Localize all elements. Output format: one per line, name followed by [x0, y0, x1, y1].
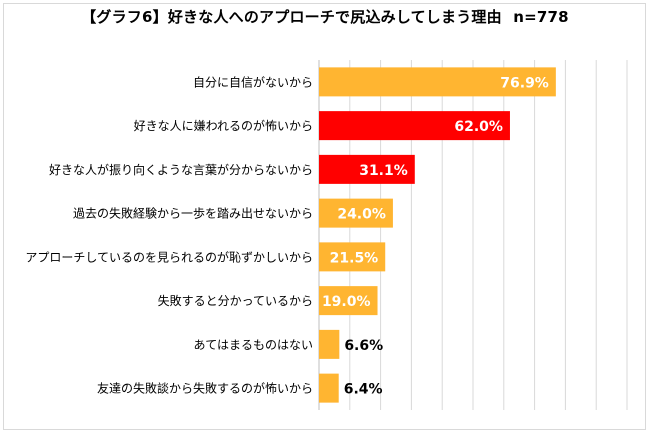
bar [319, 286, 378, 316]
bar [319, 242, 386, 272]
data-label: 21.5% [330, 250, 379, 266]
category-label: 好きな人が振り向くような言葉が分からないから [49, 162, 313, 177]
bar [319, 154, 415, 184]
bar [319, 373, 339, 403]
category-label: 友達の失敗談から失敗するのが怖いから [97, 381, 313, 396]
bar [319, 198, 393, 228]
data-label: 6.4% [344, 382, 383, 398]
bar [319, 111, 510, 141]
bar [319, 67, 556, 97]
category-label: 自分に自信がないから [193, 74, 313, 89]
data-label: 62.0% [454, 119, 503, 135]
category-label: 好きな人に嫌われるのが怖いから [134, 118, 313, 133]
data-label: 6.6% [344, 338, 383, 354]
chart-sample-size: n=778 [513, 8, 569, 26]
data-label: 24.0% [337, 207, 386, 223]
chart-title: 【グラフ6】好きな人へのアプローチで尻込みしてしまう理由 n=778 [0, 6, 650, 27]
data-label: 31.1% [359, 163, 408, 179]
data-label: 76.9% [500, 75, 549, 91]
chart-title-text: 【グラフ6】好きな人へのアプローチで尻込みしてしまう理由 [81, 8, 502, 26]
category-label: あてはまるものはない [193, 338, 313, 352]
category-label: 失敗すると分かっているから [158, 293, 313, 308]
bar [319, 329, 340, 359]
category-label: 過去の失敗経験から一歩を踏み出せないから [73, 206, 313, 221]
category-label: アプローチしているのを見られるのが恥ずかしいから [25, 249, 313, 264]
data-label: 19.0% [322, 294, 371, 310]
